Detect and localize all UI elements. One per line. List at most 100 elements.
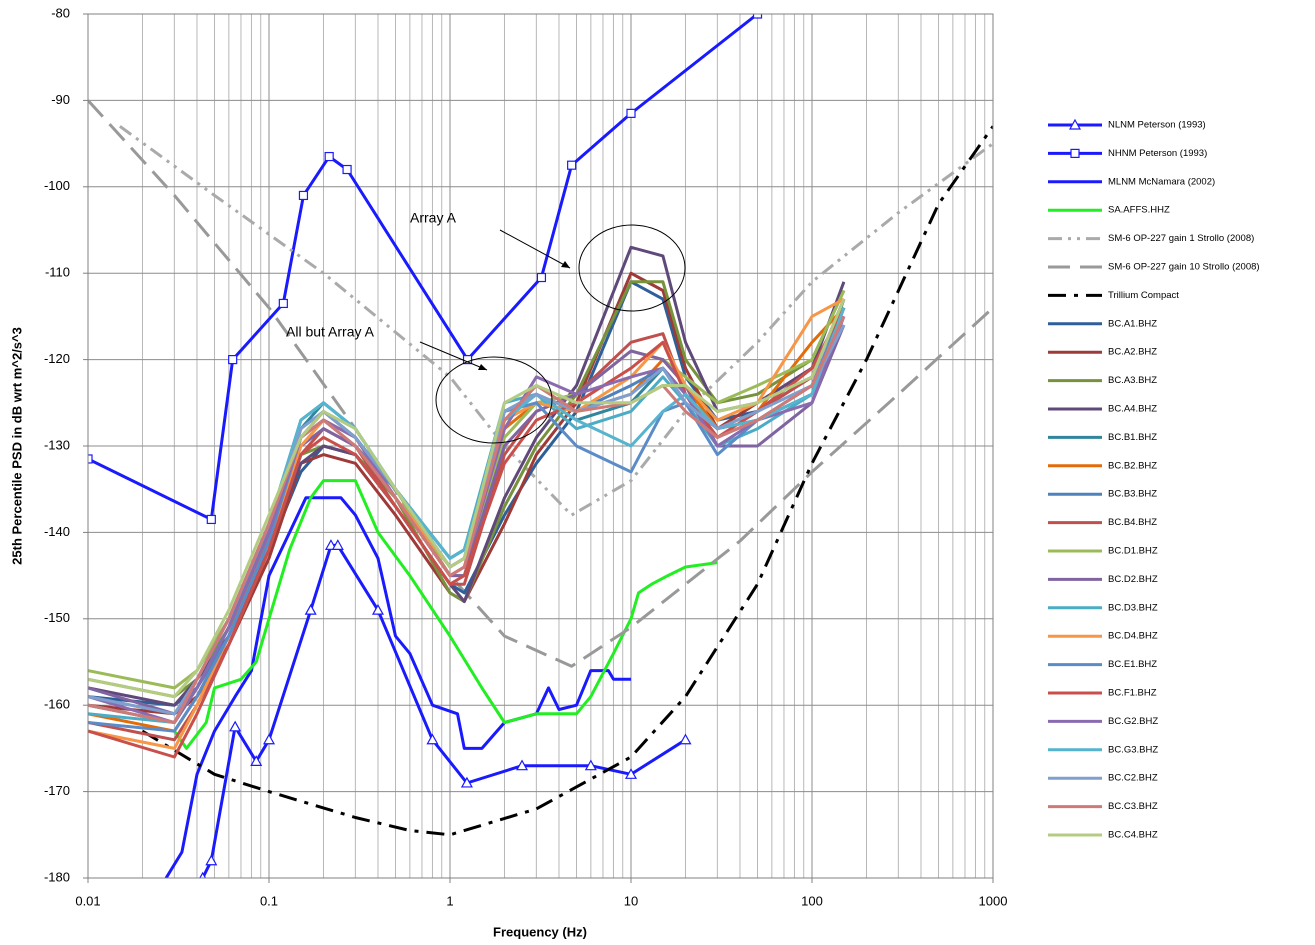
marker — [229, 720, 242, 732]
y-axis-title: 25th Percentile PSD in dB wrt m^2/s^3 — [9, 327, 24, 565]
series-line — [88, 14, 759, 521]
marker — [262, 733, 276, 745]
y-tick-label: -180 — [44, 869, 70, 884]
annotation: All but Array A — [286, 324, 375, 340]
marker — [298, 190, 309, 201]
y-tick-label: -130 — [44, 437, 70, 452]
legend-label: BC.F1.BHZ — [1108, 688, 1157, 699]
legend-label: BC.D2.BHZ — [1108, 574, 1158, 585]
annotation-arrowhead — [478, 364, 487, 370]
marker — [88, 454, 93, 464]
series-line — [88, 307, 846, 733]
series-line — [164, 496, 631, 878]
y-tick-label: -90 — [51, 92, 70, 107]
marker — [228, 355, 238, 365]
series-line — [88, 306, 846, 733]
marker — [205, 854, 218, 866]
legend-label: BC.C2.BHZ — [1108, 773, 1158, 784]
marker — [342, 164, 352, 175]
marker — [304, 603, 317, 615]
y-tick-label: -120 — [44, 351, 70, 366]
series-line — [173, 479, 718, 750]
y-tick-label: -110 — [45, 265, 70, 280]
x-tick-label: 10 — [624, 893, 638, 908]
y-tick-label: -100 — [44, 178, 70, 193]
annotation-arrow — [499, 229, 571, 269]
x-tick-label: 1 — [446, 893, 453, 908]
marker — [584, 759, 597, 771]
annotation-ellipse — [578, 224, 686, 312]
legend-label: BC.A4.BHZ — [1108, 404, 1157, 415]
legend-label: BC.A2.BHZ — [1108, 347, 1157, 358]
y-tick-label: -160 — [44, 697, 70, 712]
legend-label: BC.B1.BHZ — [1108, 432, 1157, 443]
legend-label: BC.B4.BHZ — [1108, 517, 1157, 528]
marker — [626, 108, 636, 118]
legend-label: BC.D1.BHZ — [1108, 546, 1158, 557]
legend-label: MLNM McNamara (2002) — [1108, 176, 1215, 187]
series-line — [88, 315, 846, 724]
marker — [624, 768, 638, 779]
marker — [752, 14, 763, 19]
legend-label: NLNM Peterson (1993) — [1108, 120, 1206, 131]
legend-label: BC.B2.BHZ — [1108, 460, 1157, 471]
marker — [324, 151, 334, 162]
x-axis-title: Frequency (Hz) — [493, 924, 587, 939]
series-line — [119, 125, 993, 517]
marker — [460, 776, 473, 788]
series-line — [88, 245, 846, 707]
legend-label: SM-6 OP-227 gain 1 Strollo (2008) — [1108, 233, 1254, 244]
y-tick-label: -150 — [44, 610, 70, 625]
x-tick-label: 1000 — [979, 893, 1008, 908]
marker — [206, 514, 216, 525]
series-line — [88, 307, 846, 759]
x-tick-label: 100 — [801, 893, 823, 908]
marker — [371, 603, 384, 615]
legend-label: NHNM Peterson (1993) — [1108, 148, 1207, 159]
marker — [536, 272, 547, 283]
legend-label: BC.B3.BHZ — [1108, 489, 1157, 500]
legend-label: BC.A3.BHZ — [1108, 375, 1157, 386]
series-line — [88, 280, 846, 707]
marker — [679, 733, 692, 745]
y-tick-label: -140 — [44, 524, 70, 539]
annotation-arrowhead — [561, 261, 570, 268]
marker — [1070, 148, 1080, 158]
marker — [331, 539, 344, 550]
legend-label: BC.E1.BHZ — [1108, 659, 1157, 670]
series-line — [88, 271, 846, 716]
plot-lines — [88, 14, 993, 878]
legend-label: SM-6 OP-227 gain 10 Strollo (2008) — [1108, 262, 1260, 273]
marker — [462, 355, 473, 365]
marker — [516, 759, 529, 771]
legend-label: SA.AFFS.HHZ — [1108, 205, 1170, 216]
series-line — [88, 298, 846, 699]
legend-label: BC.D3.BHZ — [1108, 602, 1158, 613]
ticks: 0.01 0.1 1 10 100 1000 -180 -170 -160 -150 -140 -13… — [44, 5, 1007, 908]
x-tick-label: 0.01 — [75, 893, 100, 908]
series-line — [88, 99, 993, 668]
legend-label: BC.G2.BHZ — [1108, 716, 1158, 727]
legend: NLNM Peterson (1993) NHNM Peterson (1993)… — [1048, 118, 1260, 841]
annotation-ellipse — [435, 356, 553, 444]
legend-label: BC.C3.BHZ — [1108, 801, 1158, 812]
x-tick-label: 0.1 — [260, 893, 278, 908]
marker — [567, 160, 577, 170]
series-line — [88, 324, 846, 716]
legend-label: BC.C4.BHZ — [1108, 830, 1158, 841]
series-line — [88, 324, 846, 716]
y-tick-label: -80 — [51, 5, 70, 20]
legend-label: BC.G3.BHZ — [1108, 744, 1158, 755]
marker — [1068, 118, 1082, 130]
marker — [278, 298, 288, 309]
series-line — [141, 125, 993, 837]
annotation: Array A — [410, 210, 457, 226]
marker — [250, 755, 263, 766]
annotations: Array A All but Array A — [286, 210, 686, 444]
series-line — [88, 280, 846, 699]
legend-label: BC.A1.BHZ — [1108, 318, 1157, 329]
marker — [426, 733, 439, 745]
grid — [87, 13, 994, 879]
